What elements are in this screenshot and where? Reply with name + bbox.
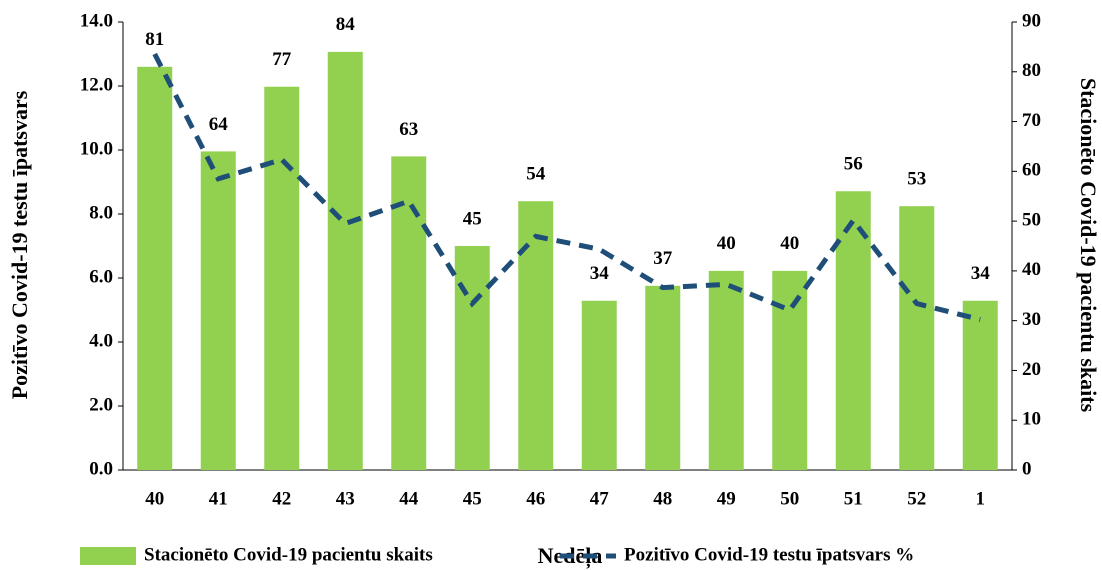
x-tick-label: 46 [526, 488, 545, 509]
bar [391, 156, 427, 470]
data-label: 34 [590, 263, 610, 284]
legend-label: Stacionēto Covid-19 pacientu skaits [144, 544, 433, 565]
y-tick-label: 2.0 [89, 394, 113, 415]
data-label: 54 [526, 164, 546, 185]
data-label: 77 [272, 49, 292, 70]
x-tick-label: 52 [907, 488, 926, 509]
line [152, 52, 981, 323]
data-label: 37 [653, 248, 673, 269]
x-tick-label: 1 [976, 488, 986, 509]
legend-label: Pozitīvo Covid-19 testu īpatsvars % [624, 544, 914, 565]
y2-tick-label: 50 [1022, 209, 1041, 230]
bar [772, 270, 808, 470]
data-label: 40 [780, 233, 799, 254]
y-tick-label: 14.0 [80, 10, 113, 31]
y2-tick-label: 90 [1022, 10, 1041, 31]
x-tick-label: 43 [336, 488, 355, 509]
y-tick-label: 6.0 [89, 266, 113, 287]
x-tick-label: 40 [145, 488, 164, 509]
x-tick-label: 50 [780, 488, 799, 509]
bar [708, 270, 744, 470]
data-label: 64 [209, 114, 229, 135]
x-tick-label: 51 [844, 488, 863, 509]
y2-tick-label: 60 [1022, 160, 1041, 181]
bar [264, 86, 300, 470]
x-tick-label: 48 [653, 488, 672, 509]
data-label: 34 [971, 263, 991, 284]
x-tick-label: 41 [209, 488, 228, 509]
data-label: 56 [844, 154, 863, 175]
y-tick-label: 12.0 [80, 74, 113, 95]
y2-tick-label: 30 [1022, 309, 1041, 330]
y-tick-label: 8.0 [89, 202, 113, 223]
data-label: 63 [399, 119, 418, 140]
x-tick-label: 49 [717, 488, 736, 509]
x-tick-label: 45 [463, 488, 482, 509]
x-tick-label: 44 [399, 488, 419, 509]
data-label: 53 [907, 169, 926, 190]
bar [581, 300, 617, 470]
y2-tick-label: 0 [1022, 458, 1032, 479]
y2-tick-label: 80 [1022, 60, 1041, 81]
bar [645, 285, 681, 470]
y2-tick-label: 40 [1022, 259, 1041, 280]
bar [327, 51, 363, 470]
bar [200, 151, 236, 470]
y2-axis-title: Stacionēto Covid-19 pacientu skaits [1076, 78, 1101, 413]
data-label: 40 [717, 233, 736, 254]
x-tick-label: 47 [590, 488, 610, 509]
bar [137, 66, 173, 471]
bar [518, 201, 554, 470]
legend-swatch [80, 547, 136, 565]
bar [962, 300, 998, 470]
data-label: 45 [463, 208, 482, 229]
y2-tick-label: 70 [1022, 110, 1041, 131]
y-axis-title: Pozitīvo Covid-19 testu īpatsvars [7, 90, 32, 399]
bar [454, 246, 490, 470]
data-label: 84 [336, 14, 356, 35]
data-label: 81 [145, 29, 164, 50]
y-tick-label: 0.0 [89, 458, 113, 479]
bar [899, 206, 935, 470]
y-tick-label: 10.0 [80, 138, 113, 159]
y2-tick-label: 10 [1022, 409, 1041, 430]
x-tick-label: 42 [272, 488, 291, 509]
y-tick-label: 4.0 [89, 330, 113, 351]
y2-tick-label: 20 [1022, 359, 1041, 380]
